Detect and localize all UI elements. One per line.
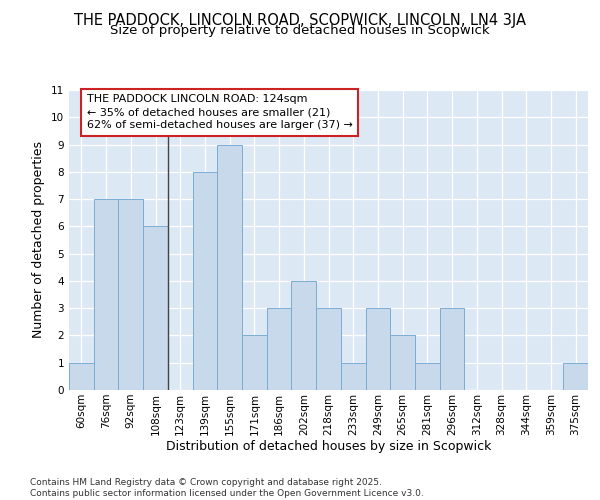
Bar: [563, 362, 588, 390]
Bar: [292, 281, 316, 390]
Bar: [217, 144, 242, 390]
Bar: [143, 226, 168, 390]
Bar: [267, 308, 292, 390]
X-axis label: Distribution of detached houses by size in Scopwick: Distribution of detached houses by size …: [166, 440, 491, 454]
Bar: [365, 308, 390, 390]
Bar: [390, 336, 415, 390]
Bar: [193, 172, 217, 390]
Bar: [242, 336, 267, 390]
Bar: [316, 308, 341, 390]
Bar: [440, 308, 464, 390]
Text: Contains HM Land Registry data © Crown copyright and database right 2025.
Contai: Contains HM Land Registry data © Crown c…: [30, 478, 424, 498]
Bar: [118, 199, 143, 390]
Bar: [341, 362, 365, 390]
Y-axis label: Number of detached properties: Number of detached properties: [32, 142, 46, 338]
Text: Size of property relative to detached houses in Scopwick: Size of property relative to detached ho…: [110, 24, 490, 37]
Bar: [415, 362, 440, 390]
Text: THE PADDOCK, LINCOLN ROAD, SCOPWICK, LINCOLN, LN4 3JA: THE PADDOCK, LINCOLN ROAD, SCOPWICK, LIN…: [74, 12, 526, 28]
Bar: [94, 199, 118, 390]
Text: THE PADDOCK LINCOLN ROAD: 124sqm
← 35% of detached houses are smaller (21)
62% o: THE PADDOCK LINCOLN ROAD: 124sqm ← 35% o…: [87, 94, 353, 130]
Bar: [69, 362, 94, 390]
